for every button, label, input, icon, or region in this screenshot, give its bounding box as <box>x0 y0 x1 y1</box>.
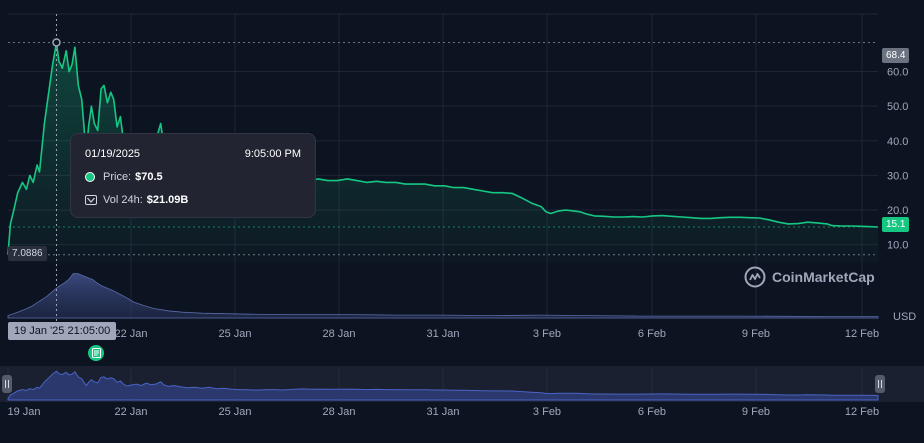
navigator-left-handle[interactable] <box>2 375 12 393</box>
navigator-series <box>7 370 879 401</box>
tooltip-price-value: $70.5 <box>135 171 163 183</box>
news-icon[interactable] <box>88 345 104 361</box>
tooltip-time: 9:05:00 PM <box>244 148 301 160</box>
navigator-tick-label: 28 Jan <box>322 406 355 418</box>
crosshair-point <box>52 38 61 47</box>
tooltip-date: 01/19/2025 <box>85 148 141 160</box>
y-tick-label: 60.0 <box>887 67 908 79</box>
y-tick-label: 20.0 <box>887 205 908 217</box>
navigator-tick-label: 12 Feb <box>845 406 879 418</box>
volume-area <box>7 272 879 319</box>
tooltip-vol-label: Vol 24h: <box>103 194 143 206</box>
x-tick-label: 3 Feb <box>533 328 561 340</box>
navigator-tick-label: 25 Jan <box>218 406 251 418</box>
navigator[interactable] <box>0 366 924 402</box>
x-tick-label: 12 Feb <box>845 328 879 340</box>
x-tick-label: 31 Jan <box>426 328 459 340</box>
current-price-badge: 15.1 <box>882 217 910 232</box>
y-tick-label: 40.0 <box>887 136 908 148</box>
navigator-ticks: 19 Jan 22 Jan 25 Jan 28 Jan 31 Jan 3 Feb 6 Feb… <box>7 406 879 418</box>
chart-tooltip: 01/19/2025 9:05:00 PM Price: $70.5 Vol 2… <box>70 133 316 218</box>
navigator-tick-label: 6 Feb <box>638 406 666 418</box>
x-tick-label: 28 Jan <box>322 328 355 340</box>
x-tick-label: 25 Jan <box>218 328 251 340</box>
price-dot-icon <box>85 172 95 182</box>
y-tick-label: 30.0 <box>887 170 908 182</box>
y-tick-label: 10.0 <box>887 240 908 252</box>
navigator-tick-label: 19 Jan <box>7 406 40 418</box>
x-tick-label: 9 Feb <box>742 328 770 340</box>
coinmarketcap-icon <box>744 266 766 288</box>
navigator-tick-label: 31 Jan <box>426 406 459 418</box>
volume-icon <box>85 195 97 205</box>
y-axis-unit: USD <box>893 311 917 323</box>
x-tick-label: 6 Feb <box>638 328 666 340</box>
volume-area-layer <box>7 272 879 319</box>
reference-lines <box>8 14 878 322</box>
brand-name: CoinMarketCap <box>772 269 875 285</box>
navigator-tick-label: 22 Jan <box>114 406 147 418</box>
navigator-right-handle[interactable] <box>875 375 885 393</box>
tooltip-vol-value: $21.09B <box>146 194 189 206</box>
coinmarketcap-logo: CoinMarketCap <box>744 266 875 288</box>
x-axis-ticks: 22 Jan 25 Jan 28 Jan 31 Jan 3 Feb 6 Feb 9 Feb 1… <box>114 328 879 340</box>
crosshair-date-label: 19 Jan '25 21:05:00 <box>8 322 117 340</box>
navigator-tick-label: 9 Feb <box>742 406 770 418</box>
navigator-tick-label: 3 Feb <box>533 406 561 418</box>
peak-price-badge: 68.4 <box>882 48 910 63</box>
min-price-badge: 7.0886 <box>8 246 47 261</box>
x-tick-label: 22 Jan <box>114 328 147 340</box>
y-axis-ticks: 60.0 50.0 40.0 30.0 20.0 10.0 <box>887 67 908 252</box>
y-tick-label: 50.0 <box>887 101 908 113</box>
tooltip-price-label: Price: <box>103 171 132 183</box>
